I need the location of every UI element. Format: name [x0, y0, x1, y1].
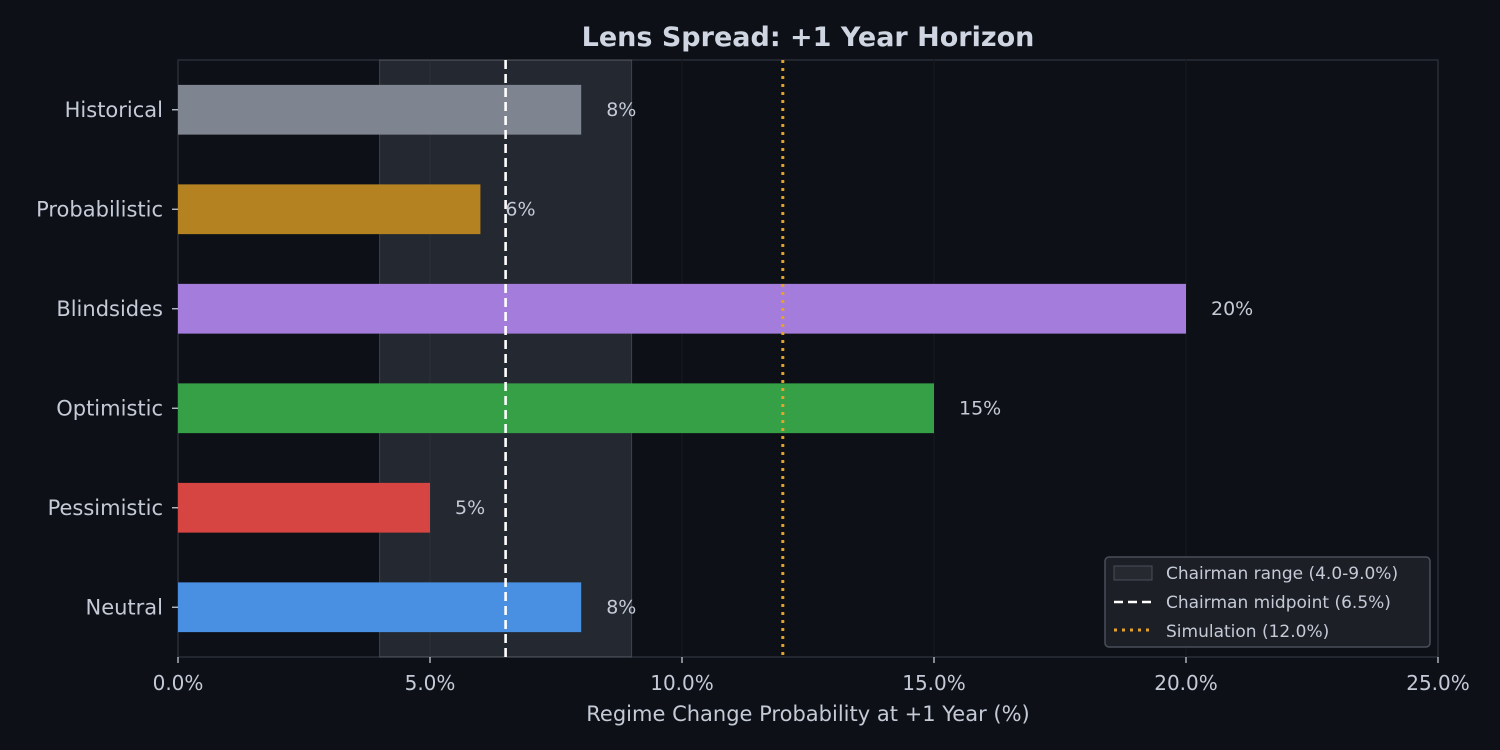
x-tick-label-0: 0.0%	[153, 671, 204, 695]
value-label-optimistic: 15%	[959, 397, 1001, 419]
y-axis-ticks: Historical Probabilistic Blindsides Optimis…	[36, 98, 178, 619]
legend-box	[1104, 556, 1431, 648]
bar-pessimistic	[178, 482, 430, 533]
bar-blindsides	[178, 283, 1186, 334]
y-tick-label-neutral: Neutral	[85, 595, 163, 619]
y-tick-label-optimistic: Optimistic	[56, 396, 163, 420]
y-tick-label-historical: Historical	[65, 98, 163, 122]
reference-lines	[504, 60, 785, 657]
value-label-blindsides: 20%	[1211, 298, 1253, 320]
value-label-neutral: 8%	[606, 596, 636, 618]
bars	[178, 84, 1186, 633]
legend-label-simulation: Simulation (12.0%)	[1166, 622, 1329, 642]
bar-historical	[178, 84, 582, 135]
bar-optimistic	[178, 383, 934, 434]
x-tick-label-1: 5.0%	[405, 671, 456, 695]
chart-title: Lens Spread: +1 Year Horizon	[582, 22, 1035, 53]
value-label-historical: 8%	[606, 99, 636, 121]
value-label-pessimistic: 5%	[455, 497, 485, 519]
value-labels: 8% 6% 20% 15% 5% 8%	[455, 99, 1253, 619]
x-tick-label-3: 15.0%	[902, 671, 966, 695]
x-tick-label-4: 20.0%	[1154, 671, 1218, 695]
x-axis-label: Regime Change Probability at +1 Year (%)	[586, 702, 1029, 726]
bar-neutral	[178, 582, 582, 633]
value-label-probabilistic: 6%	[505, 198, 535, 220]
y-tick-label-blindsides: Blindsides	[56, 297, 163, 321]
legend-label-chairman-midpoint: Chairman midpoint (6.5%)	[1166, 593, 1391, 613]
y-tick-label-probabilistic: Probabilistic	[36, 197, 163, 221]
legend-label-chairman-range: Chairman range (4.0-9.0%)	[1166, 564, 1398, 584]
y-tick-label-pessimistic: Pessimistic	[48, 496, 163, 520]
x-tick-label-2: 10.0%	[650, 671, 714, 695]
legend-swatch-chairman-range	[1113, 565, 1153, 581]
bar-probabilistic	[178, 184, 481, 235]
legend: Chairman range (4.0-9.0%) Chairman midpo…	[1104, 556, 1431, 648]
x-tick-label-5: 25.0%	[1406, 671, 1470, 695]
x-axis-ticks: 0.0% 5.0% 10.0% 15.0% 20.0% 25.0%	[153, 657, 1470, 695]
